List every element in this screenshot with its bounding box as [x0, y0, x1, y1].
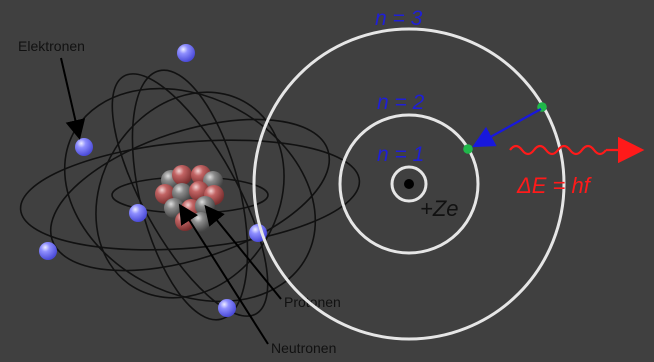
electrons-label: Elektronen — [18, 38, 85, 54]
photon-wave-icon — [509, 144, 607, 156]
energy-label: ΔE = hf — [516, 173, 593, 198]
orbit-ring-2 — [338, 113, 480, 255]
neutron-sphere — [172, 183, 192, 203]
orbit-label-2: n = 2 — [377, 91, 425, 114]
neutrons-pointer — [178, 203, 269, 345]
electron-sphere — [129, 204, 147, 222]
orbit-ellipse-5 — [111, 73, 269, 317]
protons-pointer — [204, 204, 282, 300]
orbit-ring-3 — [252, 27, 566, 341]
nucleus-center — [404, 179, 414, 189]
electron-sphere — [177, 44, 195, 62]
electrons — [39, 44, 267, 317]
nucleus-charge-label: +Ze — [420, 196, 459, 221]
electron-orbits — [19, 69, 361, 321]
electron-sphere — [39, 242, 57, 260]
classical-atom: Elektronen Protonen Neutronen — [18, 38, 361, 356]
electron-sphere — [218, 299, 236, 317]
orbit-label-1: n = 1 — [377, 143, 424, 166]
protons-label: Protonen — [284, 294, 341, 310]
electron-sphere — [75, 138, 93, 156]
orbit-ring-1 — [390, 165, 428, 203]
bohr-model: +Ze n = 1 n = 2 n = 3 ΔE = hf — [252, 7, 645, 341]
proton-sphere — [172, 165, 192, 185]
orbit-label-3: n = 3 — [375, 7, 423, 30]
neutrons-label: Neutronen — [271, 340, 336, 356]
transition-end-electron — [463, 144, 473, 154]
proton-sphere — [189, 181, 209, 201]
transition-arrow — [472, 108, 542, 148]
orbit-ellipse-1 — [19, 139, 361, 251]
labels-and-pointers: Elektronen Protonen Neutronen — [18, 38, 341, 356]
orbit-ellipse-2 — [49, 118, 331, 272]
electrons-pointer — [60, 57, 86, 140]
